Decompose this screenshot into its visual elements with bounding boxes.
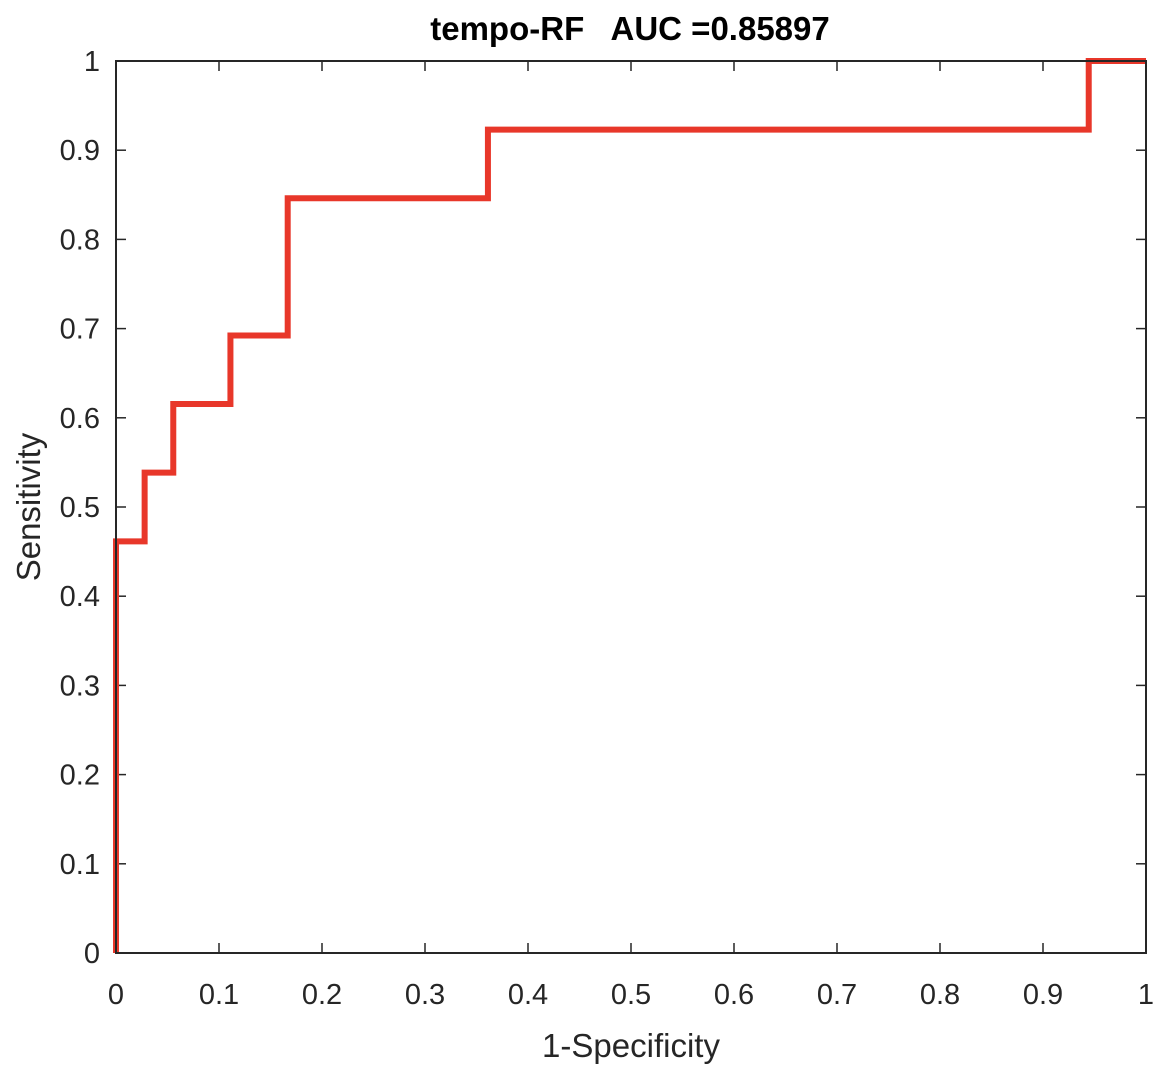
plot-frame	[115, 60, 1147, 954]
y-tick-label: 0.2	[60, 760, 100, 792]
x-tick-label: 0.7	[817, 979, 857, 1011]
y-tick-label: 0.5	[60, 492, 100, 524]
x-tick-label: 0.2	[302, 979, 342, 1011]
x-tick-label: 0.1	[199, 979, 239, 1011]
y-tick-label: 0	[84, 938, 100, 970]
x-tick-label: 0.4	[508, 979, 548, 1011]
x-tick-label: 0	[108, 979, 124, 1011]
y-tick-label: 0.8	[60, 224, 100, 256]
y-axis-label: Sensitivity	[10, 432, 47, 581]
chart-title: tempo-RF AUC =0.85897	[430, 10, 829, 47]
x-tick-label: 0.5	[611, 979, 651, 1011]
y-tick-label: 0.7	[60, 314, 100, 346]
x-axis-label: 1-Specificity	[542, 1027, 720, 1064]
x-tick-label: 0.8	[920, 979, 960, 1011]
x-tick-label: 0.3	[405, 979, 445, 1011]
y-tick-label: 0.1	[60, 849, 100, 881]
x-tick-label: 1	[1138, 979, 1153, 1011]
series-layer	[113, 58, 1146, 953]
y-tick-label: 0.6	[60, 403, 100, 435]
y-tick-label: 0.4	[60, 581, 100, 613]
y-tick-label: 0.3	[60, 670, 100, 702]
x-tick-label: 0.6	[714, 979, 754, 1011]
roc-curve-line	[113, 58, 1146, 953]
y-tick-label: 0.9	[60, 135, 100, 167]
y-tick-label: 1	[84, 46, 100, 78]
x-tick-label: 0.9	[1023, 979, 1063, 1011]
tick-layer: 0 0.1 0.2 0.3 0.4 0.5 0.6 0.7 0.8 0.9 1 0 0.1 0.2 0.3 0…	[60, 46, 1153, 1011]
